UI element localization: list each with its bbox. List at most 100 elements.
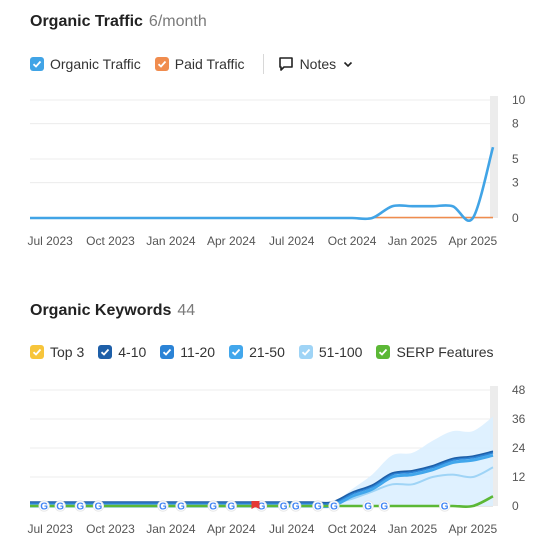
y-tick-label: 0 (512, 499, 519, 513)
google-update-marker (362, 500, 374, 512)
google-update-marker (225, 500, 237, 512)
y-tick-label: 24 (512, 441, 526, 455)
google-update-marker (290, 500, 302, 512)
google-icon: G (258, 502, 266, 513)
keywords-title: Organic Keywords (30, 302, 172, 319)
google-update-marker (157, 500, 169, 512)
google-icon: G (177, 502, 185, 513)
traffic-value: 6/month (148, 13, 207, 30)
checkbox-icon[interactable] (298, 345, 313, 359)
google-update-marker (312, 500, 324, 512)
x-tick-label: Jan 2024 (146, 522, 196, 536)
flag-icon (251, 501, 260, 509)
x-tick-label: Jan 2025 (388, 234, 438, 248)
google-icon: G (76, 502, 84, 513)
traffic-title: Organic Traffic (30, 13, 143, 30)
google-icon: G (209, 502, 217, 513)
legend-4-10-label: 4-10 (118, 344, 147, 360)
chart-edge-shade (490, 96, 498, 218)
x-tick-label: Apr 2025 (449, 234, 498, 248)
legend-paid-traffic[interactable]: Paid Traffic (154, 56, 245, 72)
comment-icon (278, 57, 293, 71)
traffic-section-title: Organic Traffic 6/month (30, 13, 207, 31)
google-icon: G (56, 502, 64, 513)
legend-11-20-label: 11-20 (180, 344, 216, 360)
traffic-legend: Organic Traffic Paid Traffic Notes (30, 54, 360, 74)
chevron-down-icon (344, 61, 353, 68)
legend-51-100[interactable]: 51-100 (298, 344, 363, 360)
google-icon: G (380, 502, 388, 513)
google-update-marker (54, 500, 66, 512)
keywords-section-title: Organic Keywords 44 (30, 302, 195, 320)
y-tick-label: 36 (512, 412, 526, 426)
divider (262, 54, 264, 74)
google-update-marker (175, 500, 187, 512)
legend-top3[interactable]: Top 3 (30, 344, 84, 360)
legend-paid-traffic-label: Paid Traffic (174, 56, 245, 72)
y-tick-label: 8 (512, 117, 519, 131)
legend-21-50[interactable]: 21-50 (229, 344, 285, 360)
legend-top3-label: Top 3 (50, 344, 85, 360)
x-tick-label: Oct 2023 (86, 522, 135, 536)
traffic-chart: 10 8 5 3 0 Jul 2023 Oct 2023 Jan 2024 Apr 2024 Ju… (27, 93, 526, 248)
checkbox-icon[interactable] (154, 57, 169, 71)
checkbox-icon[interactable] (98, 345, 113, 359)
google-update-marker (92, 500, 105, 512)
x-tick-label: Apr 2025 (449, 522, 498, 536)
x-tick-label: Apr 2024 (207, 234, 256, 248)
y-tick-label: 10 (512, 93, 526, 107)
google-update-marker (278, 500, 290, 512)
x-tick-label: Jul 2024 (269, 522, 315, 536)
keywords-chart: 48 36 24 12 0 Jul 2023 Oct 2023 Jan 2024 Apr 202… (27, 383, 526, 536)
x-tick-label: Jan 2024 (146, 234, 196, 248)
x-tick-label: Jan 2025 (388, 522, 438, 536)
legend-organic-traffic-label: Organic Traffic (50, 56, 141, 72)
google-update-marker (378, 500, 390, 512)
google-icon: G (292, 502, 300, 513)
keywords-legend: Top 3 4-10 11-20 21-50 51-100 SERP Featu… (30, 344, 507, 360)
google-update-marker (207, 500, 219, 512)
checkbox-icon[interactable] (30, 345, 44, 359)
x-tick-label: Oct 2024 (328, 234, 377, 248)
google-update-marker (74, 500, 86, 512)
notes-dropdown[interactable]: Notes (278, 56, 361, 72)
keywords-value: 44 (177, 302, 196, 319)
legend-4-10[interactable]: 4-10 (98, 344, 146, 360)
legend-serp-features[interactable]: SERP Features (376, 344, 493, 360)
google-update-marker (439, 500, 451, 512)
google-icon: G (159, 502, 167, 513)
legend-11-20[interactable]: 11-20 (160, 344, 215, 360)
keywords-area-fill (30, 416, 493, 507)
legend-21-50-label: 21-50 (249, 344, 285, 360)
notes-label: Notes (299, 56, 337, 72)
x-tick-label: Apr 2024 (207, 522, 256, 536)
checkbox-icon[interactable] (376, 345, 391, 359)
checkbox-icon[interactable] (30, 57, 44, 71)
x-tick-label: Jul 2024 (269, 234, 315, 248)
y-tick-label: 48 (512, 383, 526, 397)
x-tick-label: Oct 2023 (86, 234, 135, 248)
legend-organic-traffic[interactable]: Organic Traffic (30, 56, 141, 72)
google-icon: G (364, 502, 372, 513)
google-icon: G (314, 502, 322, 513)
checkbox-icon[interactable] (160, 345, 175, 359)
google-icon: G (330, 502, 338, 513)
google-update-marker (38, 500, 50, 512)
x-tick-label: Oct 2024 (328, 522, 377, 536)
google-icon: G (280, 502, 288, 513)
y-tick-label: 3 (512, 176, 519, 190)
y-tick-label: 12 (512, 470, 526, 484)
legend-serp-features-label: SERP Features (396, 344, 494, 360)
google-update-marker (328, 500, 340, 512)
y-tick-label: 5 (512, 152, 519, 166)
legend-51-100-label: 51-100 (318, 344, 363, 360)
google-icon: G (441, 502, 449, 513)
x-tick-label: Jul 2023 (27, 234, 73, 248)
organic-traffic-line (30, 146, 495, 222)
checkbox-icon[interactable] (229, 345, 244, 359)
chart-edge-shade (490, 386, 498, 506)
google-icon: G (40, 502, 48, 513)
x-tick-label: Jul 2023 (27, 522, 73, 536)
google-icon: G (95, 502, 103, 513)
y-tick-label: 0 (512, 211, 519, 225)
